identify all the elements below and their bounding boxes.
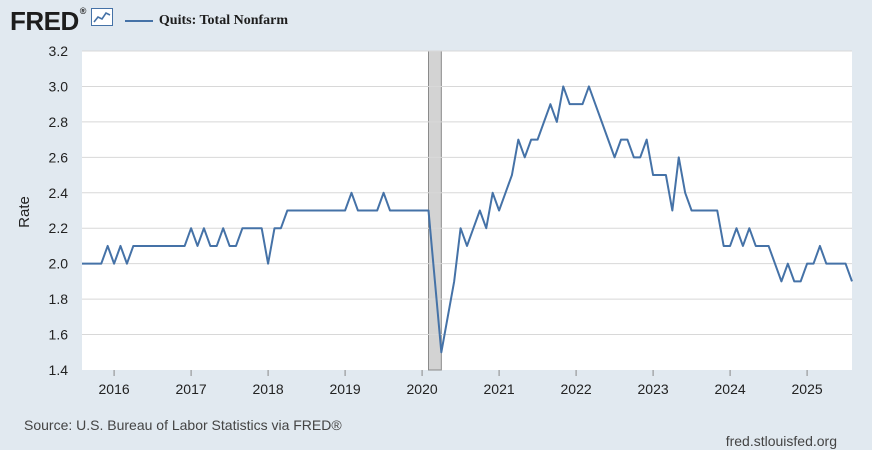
- chart-header: FRED® Quits: Total Nonfarm: [10, 6, 288, 36]
- y-tick-label: 3.2: [49, 43, 69, 59]
- gridlines: [82, 50, 852, 336]
- y-tick-label: 1.6: [49, 327, 69, 343]
- y-axis-ticks: 1.4 1.6 1.8 2.0 2.2 2.4 2.6 2.8 3.0 3.2: [49, 43, 69, 378]
- y-tick-label: 1.8: [49, 291, 69, 307]
- y-tick-label: 2.6: [49, 149, 69, 165]
- x-tick-label: 2021: [484, 381, 515, 397]
- source-note: Source: U.S. Bureau of Labor Statistics …: [24, 417, 342, 433]
- x-axis-ticks: 2016 2017 2018 2019 2020 2021 2022 2023 2024 2025: [99, 370, 823, 397]
- x-tick-label: 2019: [330, 381, 361, 397]
- credit-link[interactable]: fred.stlouisfed.org: [725, 433, 837, 449]
- y-tick-label: 3.0: [49, 78, 69, 94]
- fred-logo[interactable]: FRED®: [10, 5, 86, 36]
- x-tick-label: 2018: [253, 381, 284, 397]
- series-line[interactable]: [82, 85, 853, 354]
- x-tick-label: 2025: [792, 381, 823, 397]
- x-tick-label: 2016: [99, 381, 130, 397]
- chart: 1.41.61.82.02.22.42.62.83.03.2 2016 2017 2…: [16, 43, 853, 397]
- x-tick-label: 2017: [176, 381, 207, 397]
- y-axis-title: Rate: [16, 196, 33, 228]
- legend-swatch: [124, 20, 153, 22]
- legend-label: Quits: Total Nonfarm: [158, 13, 289, 28]
- y-tick-label: 2.4: [49, 185, 69, 201]
- x-tick-label: 2024: [715, 381, 746, 397]
- plot-background: [82, 51, 852, 370]
- y-tick-label: 2.8: [49, 114, 69, 130]
- x-tick-label: 2022: [561, 381, 592, 397]
- line-graph-icon: [90, 8, 113, 31]
- x-tick-label: 2023: [638, 381, 669, 397]
- y-tick-label: 1.4: [49, 362, 69, 378]
- x-tick-label: 2020: [407, 381, 438, 397]
- y-tick-label: 2.0: [49, 256, 69, 272]
- legend[interactable]: Quits: Total Nonfarm: [124, 13, 289, 29]
- y-tick-label: 2.2: [49, 220, 69, 236]
